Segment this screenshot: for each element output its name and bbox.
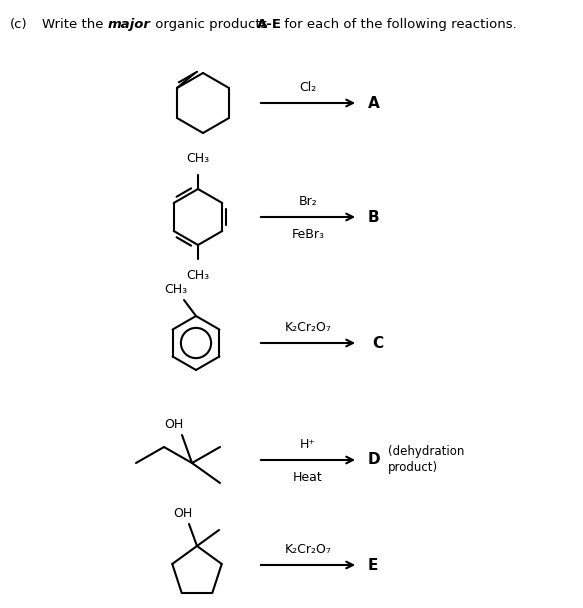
- Text: Write the: Write the: [42, 18, 108, 31]
- Text: Heat: Heat: [293, 471, 323, 484]
- Text: K₂Cr₂O₇: K₂Cr₂O₇: [285, 321, 332, 334]
- Text: K₂Cr₂O₇: K₂Cr₂O₇: [285, 543, 332, 556]
- Text: B: B: [368, 210, 380, 224]
- Text: OH: OH: [164, 418, 184, 431]
- Text: A: A: [368, 95, 380, 111]
- Text: product): product): [388, 460, 438, 474]
- Text: for each of the following reactions.: for each of the following reactions.: [280, 18, 517, 31]
- Text: D: D: [368, 452, 381, 468]
- Text: FeBr₃: FeBr₃: [292, 228, 325, 241]
- Text: H⁺: H⁺: [300, 438, 316, 451]
- Text: OH: OH: [173, 507, 192, 520]
- Text: Cl₂: Cl₂: [300, 81, 317, 94]
- Text: Br₂: Br₂: [298, 195, 317, 208]
- Text: organic products: organic products: [151, 18, 272, 31]
- Text: major: major: [108, 18, 151, 31]
- Text: A-E: A-E: [257, 18, 282, 31]
- Text: (dehydration: (dehydration: [388, 444, 465, 457]
- Text: CH₃: CH₃: [164, 283, 188, 296]
- Text: CH₃: CH₃: [187, 152, 209, 165]
- Text: (c): (c): [10, 18, 27, 31]
- Text: CH₃: CH₃: [187, 269, 209, 282]
- Text: E: E: [368, 558, 378, 573]
- Text: C: C: [372, 336, 383, 350]
